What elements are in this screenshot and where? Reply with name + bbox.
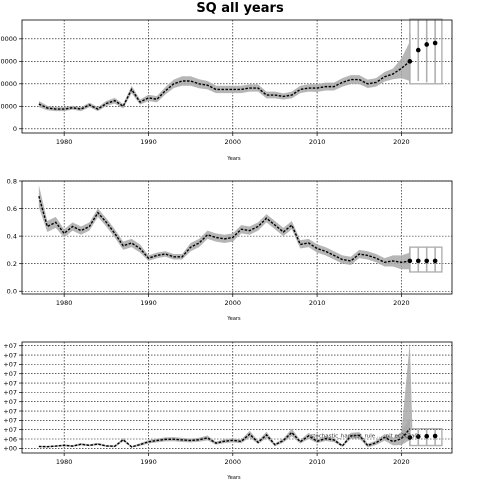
y-tick-label: +07: [3, 398, 17, 406]
y-tick-label: 0.4: [7, 232, 17, 240]
x-tick-label: 1990: [140, 458, 157, 466]
x-tick-label: 1980: [56, 458, 73, 466]
x-tick-label: 1990: [140, 138, 157, 146]
y-tick-label: +07: [3, 379, 17, 387]
y-tick-label: +00: [3, 445, 17, 453]
y-tick-label: 0.8: [7, 177, 17, 185]
chart-annotation: stochastic_harvest_rule ... ,pit ec2c2a0…: [310, 434, 421, 440]
confidence-band: [38, 417, 410, 448]
y-tick-label: +07: [3, 361, 17, 369]
y-tick-label: +07: [3, 407, 17, 415]
projection-point: [415, 258, 421, 264]
y-tick-label: +07: [3, 417, 17, 425]
y-tick-label: 0.2: [7, 260, 17, 268]
projection-point: [424, 258, 430, 264]
chart-panel-3: 1980 1990 2000 2010 2020+00+06+07+07+07+07+0…: [3, 341, 453, 480]
y-tick-label: 0000: [0, 103, 17, 111]
projection-box: [409, 18, 443, 85]
x-tick-label: 2020: [393, 299, 410, 307]
chart-panel-1: 1980 1990 2000 2010 202000000000000000000Yea…: [0, 18, 453, 162]
y-tick-label: +06: [3, 435, 17, 443]
x-axis-label: Years: [226, 156, 241, 162]
x-tick-label: 2020: [393, 138, 410, 146]
confidence-band: [38, 41, 410, 112]
projection-point: [432, 40, 438, 46]
y-tick-label: +07: [3, 389, 17, 397]
y-tick-label: 0: [13, 125, 17, 133]
y-tick-label: +07: [3, 351, 17, 359]
y-tick-label: 0000: [0, 80, 17, 88]
x-tick-label: 1980: [56, 138, 73, 146]
panels: 1980 1990 2000 2010 202000000000000000000Yea…: [0, 18, 453, 480]
confidence-band: [38, 185, 410, 270]
x-axis-label: Years: [226, 475, 241, 480]
y-tick-label: +07: [3, 370, 17, 378]
projection-point: [415, 47, 421, 53]
x-tick-label: 2010: [309, 138, 326, 146]
x-tick-label: 1990: [140, 299, 157, 307]
x-tick-label: 1980: [56, 299, 73, 307]
projection-point: [407, 59, 413, 64]
projection-point: [424, 433, 430, 439]
axes-frame: [21, 341, 453, 454]
figure-title: SQ all years: [196, 1, 284, 16]
y-tick-label: +07: [3, 342, 17, 350]
y-tick-label: +07: [3, 426, 17, 434]
chart-panel-2: 1980 1990 2000 2010 2020 0.0 0.2 0.4 0.6 0.8 Years: [7, 177, 453, 322]
projection-point: [407, 435, 413, 440]
y-tick-label: 0.0: [7, 288, 17, 296]
x-tick-label: 2010: [309, 458, 326, 466]
projection-point: [432, 258, 438, 264]
series-line: [38, 60, 411, 110]
x-tick-label: 2000: [225, 299, 242, 307]
x-tick-label: 2010: [309, 299, 326, 307]
x-tick-label: 2000: [225, 138, 242, 146]
x-axis-label: Years: [226, 316, 241, 322]
y-tick-label: 0000: [0, 58, 17, 66]
projection-point: [415, 434, 421, 439]
spike-band: [401, 342, 413, 446]
projection-point: [424, 42, 430, 47]
projection-point: [432, 433, 438, 439]
y-tick-label: 0.6: [7, 205, 17, 213]
series-line: [38, 195, 410, 264]
projection-point: [407, 258, 413, 264]
axes-frame: [21, 180, 453, 295]
y-tick-label: 0000: [0, 35, 17, 43]
x-tick-label: 2020: [393, 458, 410, 466]
x-tick-label: 2000: [225, 458, 242, 466]
axes-frame: [21, 19, 453, 134]
series-line: [38, 428, 411, 448]
